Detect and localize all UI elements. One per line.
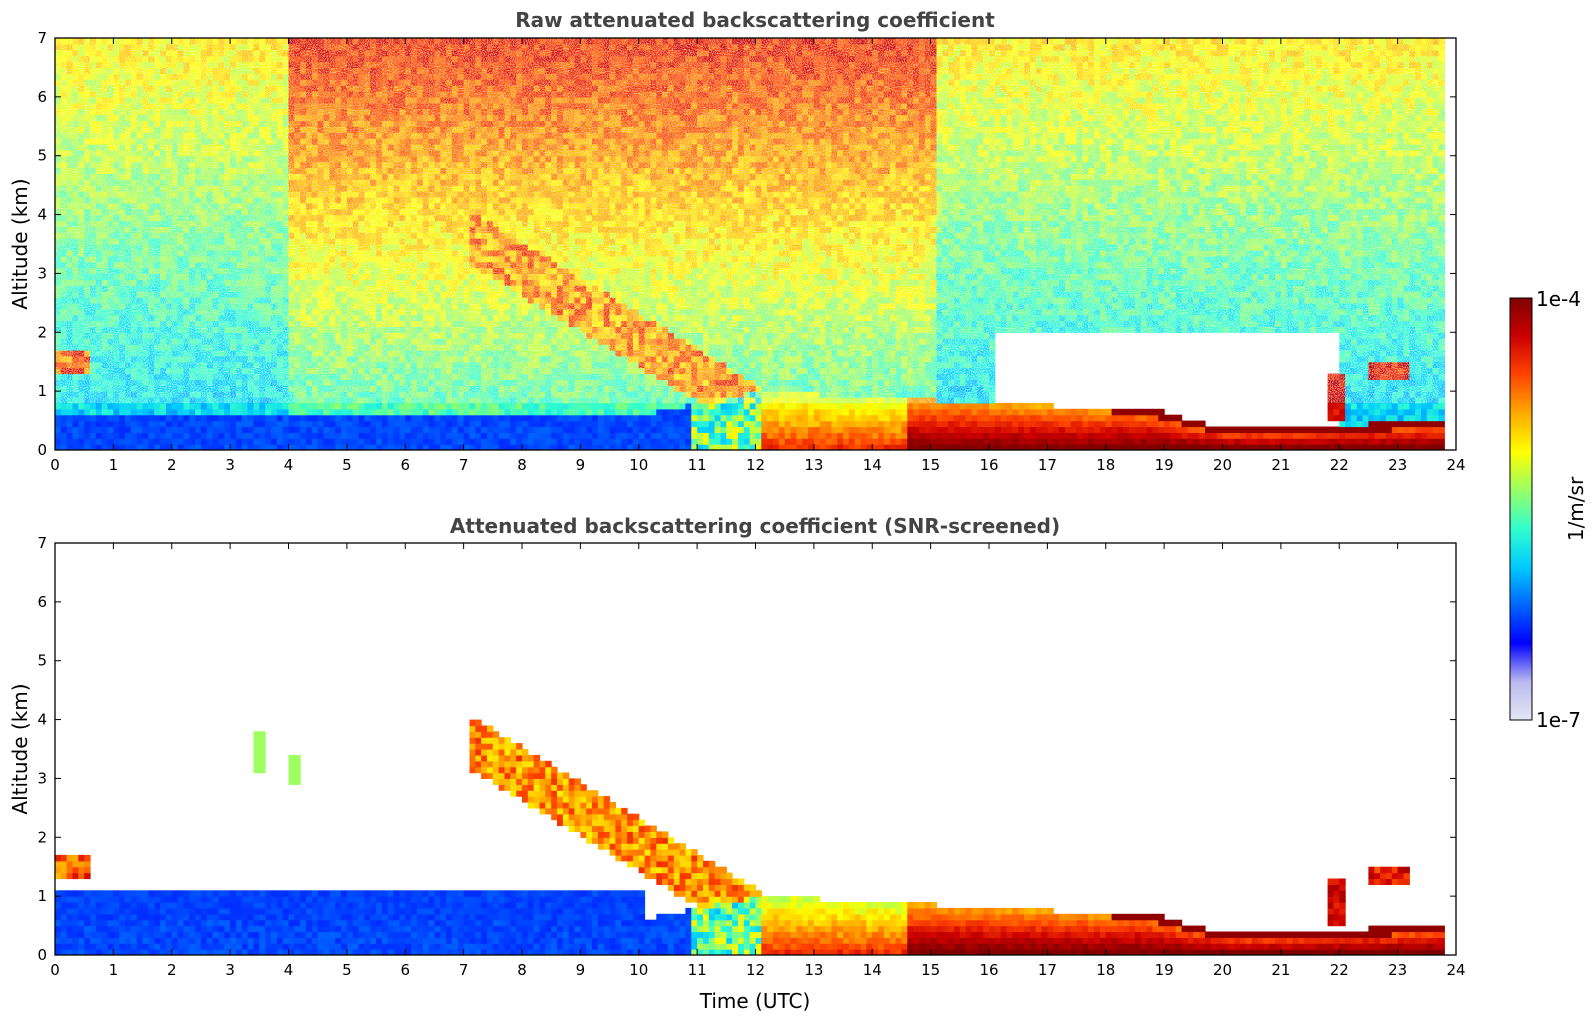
x-tick-label: 3 [225, 961, 235, 979]
x-tick-label: 8 [517, 456, 527, 474]
colorbar-min-label: 1e-7 [1536, 708, 1581, 732]
y-tick-label: 2 [37, 323, 47, 341]
colorbar-unit-label: 1/m/sr [1564, 476, 1588, 541]
x-tick-label: 22 [1330, 456, 1349, 474]
x-tick-label: 6 [400, 456, 410, 474]
y-tick-label: 4 [37, 711, 47, 729]
x-tick-label: 1 [109, 961, 119, 979]
x-tick-label: 1 [109, 456, 119, 474]
x-tick-label: 0 [50, 961, 60, 979]
x-tick-label: 13 [804, 961, 823, 979]
y-tick-label: 6 [37, 593, 47, 611]
x-tick-label: 10 [629, 456, 648, 474]
x-tick-label: 11 [688, 961, 707, 979]
x-tick-label: 14 [863, 456, 882, 474]
y-tick-label: 3 [37, 769, 47, 787]
panel-raw-x-ticks: 0 1 2 3 4 5 6 7 8 9 10 11 12 13 14 15 16 17 18 19 20 21 22 23 24 [50, 38, 1466, 474]
x-tick-label: 21 [1271, 456, 1290, 474]
y-tick-label: 7 [37, 534, 47, 552]
x-tick-label: 3 [225, 456, 235, 474]
panel-screened-heatmap [55, 719, 1445, 955]
x-tick-label: 11 [688, 456, 707, 474]
colorbar-gradient [1509, 297, 1533, 721]
colorbar-max-label: 1e-4 [1536, 287, 1581, 311]
x-tick-label: 10 [629, 961, 648, 979]
y-tick-label: 1 [37, 382, 47, 400]
panel-raw-y-ticks: 0 1 2 3 4 5 6 7 [37, 29, 1456, 459]
x-tick-label: 14 [863, 961, 882, 979]
x-tick-label: 7 [459, 961, 469, 979]
x-tick-label: 17 [1038, 456, 1057, 474]
panel-screened-y-ticks: 0 1 2 3 4 5 6 7 [37, 534, 1456, 964]
y-tick-label: 4 [37, 206, 47, 224]
x-tick-label: 12 [746, 456, 765, 474]
x-tick-label: 15 [921, 456, 940, 474]
x-tick-label: 24 [1446, 456, 1465, 474]
x-tick-label: 9 [576, 456, 586, 474]
y-tick-label: 6 [37, 88, 47, 106]
x-tick-label: 5 [342, 961, 352, 979]
y-tick-label: 0 [37, 441, 47, 459]
x-tick-label: 19 [1155, 961, 1174, 979]
x-tick-label: 16 [979, 456, 998, 474]
panel-screened-title: Attenuated backscattering coefficient (S… [450, 514, 1060, 538]
x-tick-label: 18 [1096, 961, 1115, 979]
panel-raw-heatmap [55, 38, 1445, 450]
x-tick-label: 18 [1096, 456, 1115, 474]
colorbar: 1e-4 1e-7 1/m/sr [1509, 287, 1588, 732]
x-tick-label: 13 [804, 456, 823, 474]
x-tick-label: 20 [1213, 456, 1232, 474]
x-tick-label: 23 [1388, 961, 1407, 979]
x-tick-label: 16 [979, 961, 998, 979]
x-tick-label: 7 [459, 456, 469, 474]
x-tick-label: 4 [284, 961, 294, 979]
panel-raw-title: Raw attenuated backscattering coefficien… [515, 8, 995, 32]
x-tick-label: 12 [746, 961, 765, 979]
x-tick-label: 23 [1388, 456, 1407, 474]
x-tick-label: 24 [1446, 961, 1465, 979]
panel-raw: Raw attenuated backscattering coefficien… [8, 8, 1466, 474]
y-tick-label: 7 [37, 29, 47, 47]
x-tick-label: 6 [400, 961, 410, 979]
x-tick-label: 17 [1038, 961, 1057, 979]
y-tick-label: 0 [37, 946, 47, 964]
x-tick-label: 2 [167, 961, 177, 979]
x-tick-label: 0 [50, 456, 60, 474]
x-tick-label: 20 [1213, 961, 1232, 979]
x-tick-label: 9 [576, 961, 586, 979]
panel-screened-y-axis-label: Altitude (km) [8, 683, 32, 814]
x-tick-label: 8 [517, 961, 527, 979]
panel-screened-x-ticks: 0 1 2 3 4 5 6 7 8 9 10 11 12 13 14 15 16 17 18 19 20 21 22 23 24 [50, 543, 1466, 979]
y-tick-label: 2 [37, 828, 47, 846]
x-tick-label: 4 [284, 456, 294, 474]
panel-screened: Attenuated backscattering coefficient (S… [8, 514, 1466, 1013]
x-tick-label: 2 [167, 456, 177, 474]
y-tick-label: 3 [37, 264, 47, 282]
x-tick-label: 15 [921, 961, 940, 979]
x-tick-label: 5 [342, 456, 352, 474]
x-tick-label: 19 [1155, 456, 1174, 474]
y-tick-label: 1 [37, 887, 47, 905]
y-tick-label: 5 [37, 147, 47, 165]
x-tick-label: 21 [1271, 961, 1290, 979]
y-tick-label: 5 [37, 652, 47, 670]
panel-screened-x-axis-label: Time (UTC) [699, 989, 811, 1013]
x-tick-label: 22 [1330, 961, 1349, 979]
panel-raw-y-axis-label: Altitude (km) [8, 178, 32, 309]
